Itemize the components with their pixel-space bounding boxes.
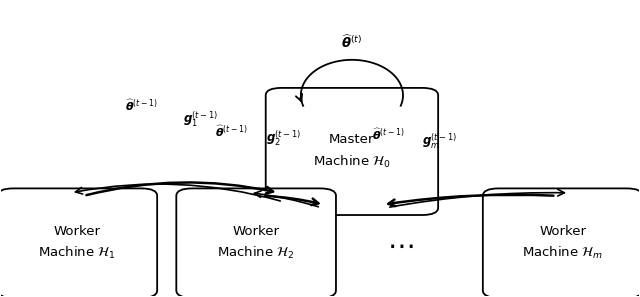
Text: $\widehat{\boldsymbol{\theta}}^{(t-1)}$: $\widehat{\boldsymbol{\theta}}^{(t-1)}$ [214, 123, 247, 138]
Text: $\cdots$: $\cdots$ [387, 232, 413, 260]
Text: $\widehat{\boldsymbol{\theta}}^{(t-1)}$: $\widehat{\boldsymbol{\theta}}^{(t-1)}$ [125, 98, 158, 113]
FancyBboxPatch shape [0, 188, 157, 297]
Text: $\widehat{\boldsymbol{\theta}}^{(t-1)}$: $\widehat{\boldsymbol{\theta}}^{(t-1)}$ [372, 127, 405, 142]
FancyBboxPatch shape [176, 188, 336, 297]
Text: Master
Machine $\mathcal{H}_0$: Master Machine $\mathcal{H}_0$ [313, 133, 391, 170]
Text: $\boldsymbol{g}_1^{(t-1)}$: $\boldsymbol{g}_1^{(t-1)}$ [182, 109, 218, 129]
FancyBboxPatch shape [483, 188, 640, 297]
FancyBboxPatch shape [266, 88, 438, 215]
Text: Worker
Machine $\mathcal{H}_m$: Worker Machine $\mathcal{H}_m$ [522, 225, 604, 261]
Text: $\widehat{\boldsymbol{\theta}}^{(t)}$: $\widehat{\boldsymbol{\theta}}^{(t)}$ [341, 33, 362, 51]
Text: Worker
Machine $\mathcal{H}_1$: Worker Machine $\mathcal{H}_1$ [38, 225, 116, 261]
Text: $\boldsymbol{g}_2^{(t-1)}$: $\boldsymbol{g}_2^{(t-1)}$ [266, 128, 301, 148]
Text: Worker
Machine $\mathcal{H}_2$: Worker Machine $\mathcal{H}_2$ [218, 225, 295, 261]
Text: $\boldsymbol{g}_m^{(t-1)}$: $\boldsymbol{g}_m^{(t-1)}$ [422, 131, 457, 151]
